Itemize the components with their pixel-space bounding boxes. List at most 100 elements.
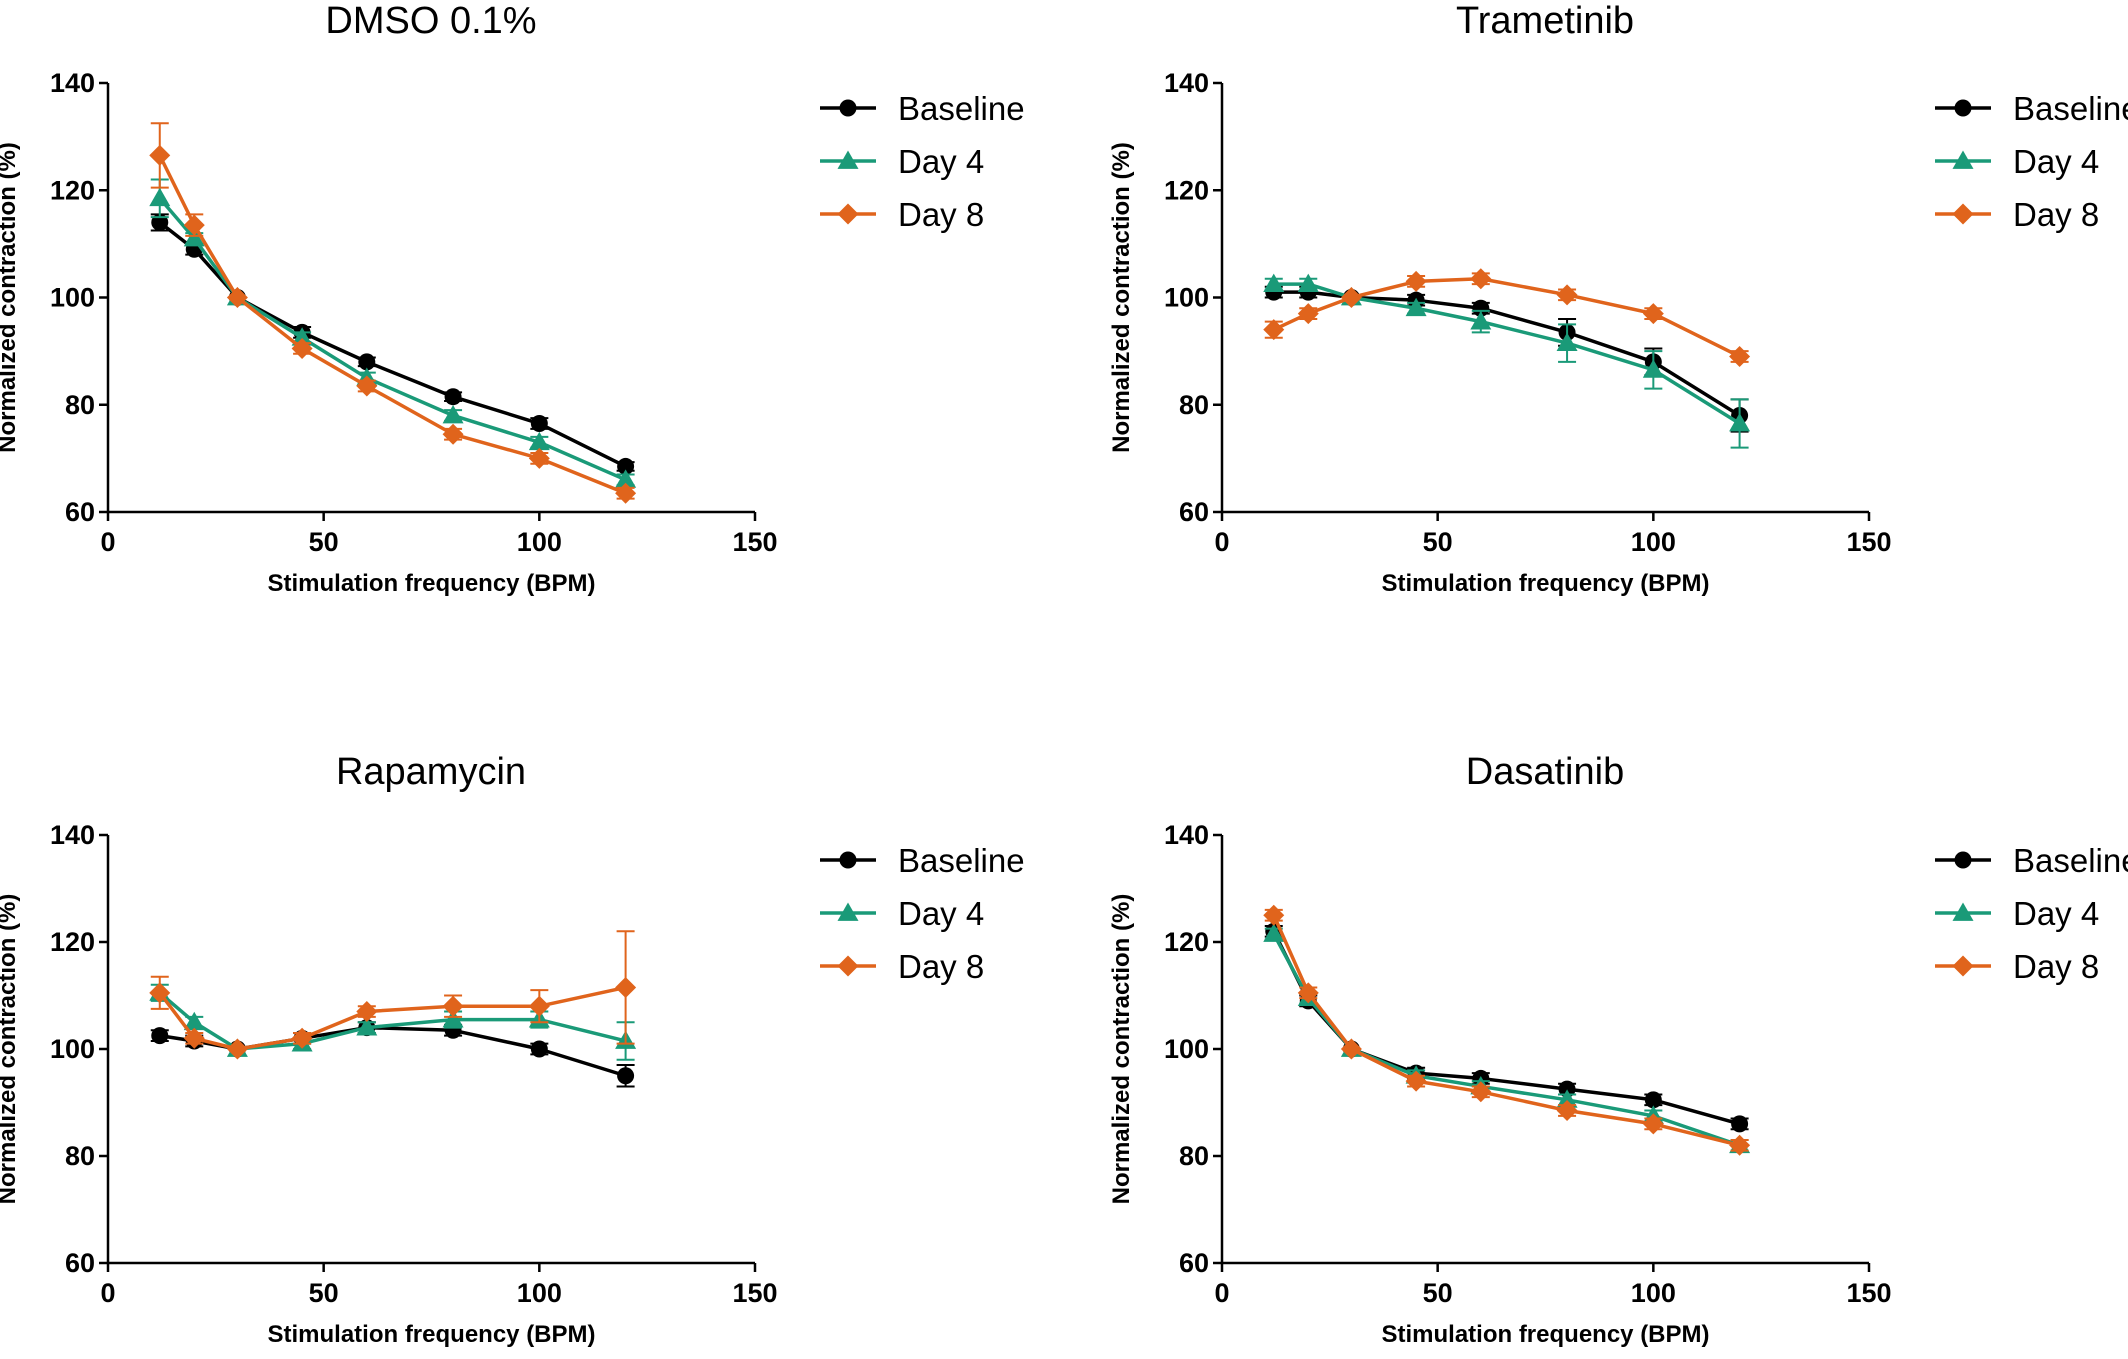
data-point bbox=[442, 423, 464, 445]
data-point bbox=[183, 1011, 205, 1031]
data-point bbox=[1340, 1038, 1362, 1060]
legend-label: Day 4 bbox=[2013, 895, 2099, 932]
y-tick-label: 140 bbox=[1164, 68, 1209, 98]
data-point bbox=[615, 469, 637, 488]
x-tick-label: 150 bbox=[1846, 527, 1891, 557]
chart-title: DMSO 0.1% bbox=[325, 0, 536, 42]
x-tick-label: 100 bbox=[1631, 1278, 1676, 1308]
data-point bbox=[356, 1001, 378, 1023]
series-line bbox=[1273, 290, 1741, 417]
data-point bbox=[183, 214, 205, 236]
legend: Baseline Day 4 Day 8 bbox=[1935, 90, 2128, 233]
series-day-8 bbox=[149, 930, 637, 1060]
legend-marker bbox=[1952, 150, 1974, 169]
x-tick-label: 150 bbox=[732, 1278, 777, 1308]
chart-panel-3: Rapamycin 60 80 100 120 140 0 50 100 150 Stimulati… bbox=[0, 751, 1025, 1348]
legend: Baseline Day 4 Day 8 bbox=[820, 90, 1025, 233]
data-point bbox=[151, 1027, 169, 1045]
y-tick-label: 140 bbox=[1164, 820, 1209, 850]
y-tick-label: 60 bbox=[65, 497, 95, 527]
x-axis-label: Stimulation frequency (BPM) bbox=[1381, 570, 1709, 597]
series-day-8 bbox=[149, 122, 637, 504]
x-tick-label: 0 bbox=[100, 1278, 115, 1308]
legend-marker bbox=[837, 150, 859, 169]
legend-marker bbox=[1952, 955, 1974, 977]
series-day-4 bbox=[149, 178, 637, 488]
legend-marker bbox=[839, 851, 857, 869]
data-point bbox=[1405, 270, 1427, 292]
series-baseline bbox=[150, 213, 635, 475]
chart-panel-2: Trametinib 60 80 100 120 140 0 50 100 150 Stimulat… bbox=[1108, 0, 2128, 597]
legend-label: Baseline bbox=[2013, 842, 2128, 879]
y-tick-label: 100 bbox=[1164, 283, 1209, 313]
data-point bbox=[530, 1040, 548, 1058]
data-point bbox=[1263, 904, 1285, 926]
data-point bbox=[1556, 332, 1578, 351]
series-line bbox=[1272, 933, 1741, 1147]
legend: Baseline Day 4 Day 8 bbox=[820, 842, 1025, 985]
data-point bbox=[1297, 303, 1319, 325]
data-point bbox=[1470, 268, 1492, 290]
y-axis-label: Normalized contraction (%) bbox=[1108, 142, 1135, 453]
legend-marker bbox=[837, 955, 859, 977]
series-line bbox=[158, 221, 627, 468]
data-point bbox=[617, 457, 635, 475]
data-point bbox=[1729, 345, 1751, 367]
legend-label: Day 8 bbox=[2013, 948, 2099, 985]
data-point bbox=[444, 388, 462, 406]
data-point bbox=[1729, 1134, 1751, 1156]
series-line bbox=[158, 197, 627, 482]
data-point bbox=[1556, 1089, 1578, 1108]
data-point bbox=[183, 1027, 205, 1049]
series-day-8 bbox=[1263, 268, 1751, 367]
legend: Baseline Day 4 Day 8 bbox=[1935, 842, 2128, 985]
legend-label: Day 4 bbox=[2013, 143, 2099, 180]
series-line bbox=[158, 154, 627, 495]
legend-label: Baseline bbox=[898, 90, 1025, 127]
y-tick-label: 60 bbox=[1179, 1248, 1209, 1278]
x-axis-label: Stimulation frequency (BPM) bbox=[1381, 1321, 1709, 1348]
data-point bbox=[356, 375, 378, 397]
x-axis-label: Stimulation frequency (BPM) bbox=[267, 570, 595, 597]
data-point bbox=[1556, 1100, 1578, 1122]
data-point bbox=[1558, 1080, 1576, 1098]
data-point bbox=[1405, 1070, 1427, 1092]
series-baseline bbox=[150, 1019, 635, 1088]
y-tick-label: 120 bbox=[50, 175, 95, 205]
x-tick-label: 0 bbox=[1214, 1278, 1229, 1308]
x-tick-label: 150 bbox=[732, 527, 777, 557]
x-tick-label: 100 bbox=[517, 527, 562, 557]
data-point bbox=[1470, 311, 1492, 330]
data-point bbox=[291, 327, 313, 346]
data-point bbox=[442, 1009, 464, 1028]
data-point bbox=[183, 228, 205, 247]
data-point bbox=[356, 1017, 378, 1036]
series-line bbox=[158, 985, 626, 1051]
data-point bbox=[291, 1027, 313, 1049]
data-point bbox=[1470, 1081, 1492, 1103]
x-tick-label: 150 bbox=[1846, 1278, 1891, 1308]
chart-title: Rapamycin bbox=[336, 751, 526, 793]
x-tick-label: 0 bbox=[100, 527, 115, 557]
legend-label: Baseline bbox=[898, 842, 1025, 879]
data-point bbox=[442, 404, 464, 424]
legend-label: Day 8 bbox=[898, 948, 984, 985]
data-point bbox=[1263, 319, 1285, 341]
series-line bbox=[1273, 276, 1741, 359]
data-point bbox=[1731, 1115, 1749, 1133]
legend-label: Baseline bbox=[2013, 90, 2128, 127]
data-point bbox=[149, 144, 171, 166]
chart-title: Trametinib bbox=[1456, 0, 1634, 42]
data-point bbox=[1642, 303, 1664, 325]
data-point bbox=[1642, 359, 1664, 378]
series-day-4 bbox=[1263, 273, 1751, 449]
series-day-4 bbox=[149, 982, 637, 1061]
data-point bbox=[528, 995, 550, 1017]
y-tick-label: 80 bbox=[1179, 390, 1209, 420]
series-day-8 bbox=[1263, 904, 1751, 1156]
y-tick-label: 60 bbox=[65, 1248, 95, 1278]
y-tick-label: 140 bbox=[50, 820, 95, 850]
x-tick-label: 50 bbox=[1423, 1278, 1453, 1308]
legend-marker bbox=[1952, 902, 1974, 921]
